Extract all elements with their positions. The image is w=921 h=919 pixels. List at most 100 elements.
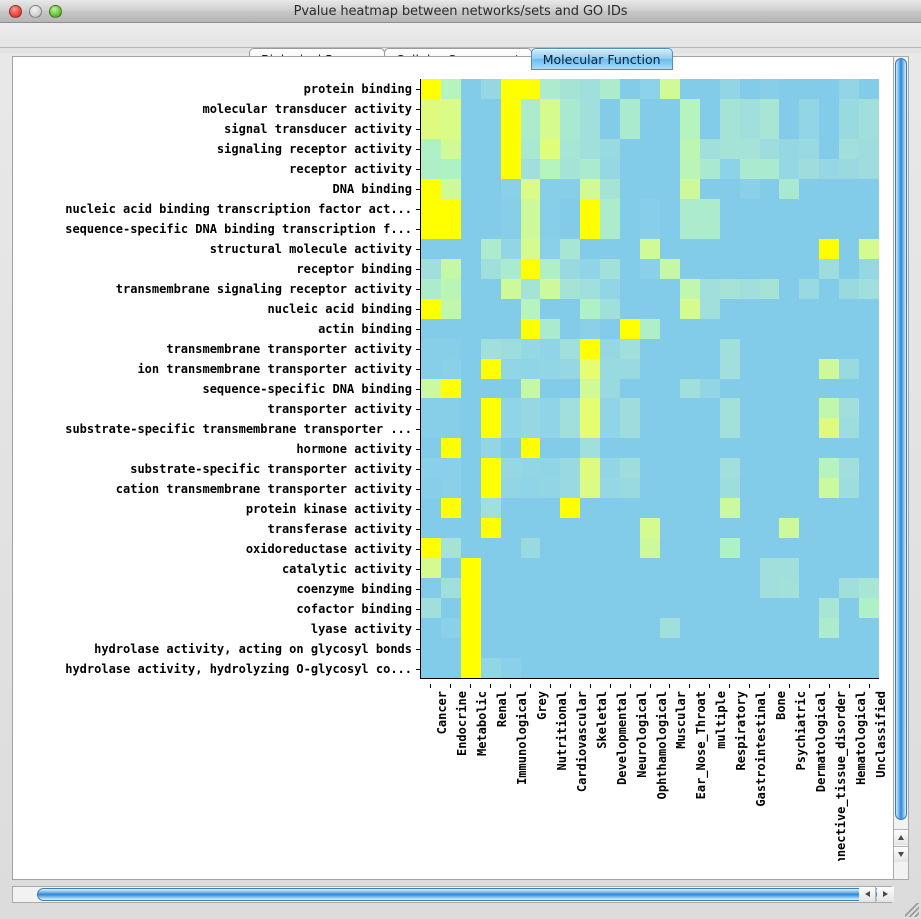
heatmap-cell[interactable]: [480, 118, 501, 139]
heatmap-cell[interactable]: [719, 438, 740, 459]
heatmap-cell[interactable]: [600, 498, 621, 519]
heatmap-cell[interactable]: [859, 158, 879, 179]
heatmap-cell[interactable]: [421, 418, 441, 439]
zoom-window-icon[interactable]: [49, 5, 62, 18]
heatmap-cell[interactable]: [620, 558, 641, 579]
heatmap-cell[interactable]: [779, 558, 800, 579]
heatmap-cell[interactable]: [739, 158, 760, 179]
heatmap-cell[interactable]: [500, 638, 521, 659]
heatmap-cell[interactable]: [421, 518, 441, 539]
heatmap-cell[interactable]: [659, 558, 680, 579]
heatmap-cell[interactable]: [421, 558, 441, 579]
heatmap-cell[interactable]: [600, 618, 621, 639]
heatmap-cell[interactable]: [520, 178, 541, 199]
heatmap-cell[interactable]: [799, 398, 820, 419]
heatmap-cell[interactable]: [659, 478, 680, 499]
heatmap-cell[interactable]: [719, 138, 740, 159]
heatmap-cell[interactable]: [859, 618, 879, 639]
heatmap-cell[interactable]: [440, 298, 461, 319]
heatmap-cell[interactable]: [520, 298, 541, 319]
heatmap-cell[interactable]: [739, 478, 760, 499]
heatmap-cell[interactable]: [600, 638, 621, 659]
heatmap-cell[interactable]: [739, 338, 760, 359]
heatmap-cell[interactable]: [759, 79, 780, 99]
heatmap-cell[interactable]: [480, 398, 501, 419]
heatmap-cell[interactable]: [719, 238, 740, 259]
heatmap-cell[interactable]: [460, 618, 481, 639]
heatmap-cell[interactable]: [620, 358, 641, 379]
heatmap-cell[interactable]: [819, 578, 840, 599]
heatmap-cell[interactable]: [699, 218, 720, 239]
heatmap-cell[interactable]: [699, 98, 720, 119]
heatmap-cell[interactable]: [699, 198, 720, 219]
heatmap-cell[interactable]: [779, 458, 800, 479]
heatmap-cell[interactable]: [520, 258, 541, 279]
heatmap-cell[interactable]: [839, 218, 860, 239]
heatmap-cell[interactable]: [819, 498, 840, 519]
heatmap-cell[interactable]: [560, 218, 581, 239]
heatmap-cell[interactable]: [719, 418, 740, 439]
heatmap-cell[interactable]: [480, 358, 501, 379]
heatmap-cell[interactable]: [739, 458, 760, 479]
heatmap-cell[interactable]: [640, 538, 660, 559]
scroll-left-button[interactable]: [859, 887, 876, 902]
heatmap-cell[interactable]: [440, 318, 461, 339]
heatmap-cell[interactable]: [520, 318, 541, 339]
heatmap-cell[interactable]: [421, 98, 441, 119]
heatmap-cell[interactable]: [859, 258, 879, 279]
heatmap-cell[interactable]: [679, 218, 700, 239]
heatmap-cell[interactable]: [500, 378, 521, 399]
heatmap-cell[interactable]: [600, 298, 621, 319]
heatmap-cell[interactable]: [500, 198, 521, 219]
heatmap-cell[interactable]: [580, 558, 601, 579]
heatmap-cell[interactable]: [421, 658, 441, 678]
heatmap-cell[interactable]: [421, 238, 441, 259]
heatmap-cell[interactable]: [759, 498, 780, 519]
heatmap-cell[interactable]: [699, 398, 720, 419]
heatmap-cell[interactable]: [739, 638, 760, 659]
heatmap-cell[interactable]: [799, 558, 820, 579]
heatmap-cell[interactable]: [859, 518, 879, 539]
heatmap-cell[interactable]: [779, 79, 800, 99]
heatmap-cell[interactable]: [440, 538, 461, 559]
heatmap-cell[interactable]: [679, 438, 700, 459]
heatmap-cell[interactable]: [640, 338, 660, 359]
heatmap-cell[interactable]: [819, 618, 840, 639]
heatmap-cell[interactable]: [480, 318, 501, 339]
heatmap-cell[interactable]: [659, 498, 680, 519]
heatmap-cell[interactable]: [719, 278, 740, 299]
heatmap-cell[interactable]: [620, 298, 641, 319]
heatmap-cell[interactable]: [739, 558, 760, 579]
heatmap-cell[interactable]: [600, 278, 621, 299]
heatmap-cell[interactable]: [421, 198, 441, 219]
heatmap-cell[interactable]: [520, 658, 541, 678]
heatmap-cell[interactable]: [540, 598, 561, 619]
heatmap-cell[interactable]: [520, 638, 541, 659]
heatmap-cell[interactable]: [580, 598, 601, 619]
heatmap-cell[interactable]: [659, 238, 680, 259]
heatmap-cell[interactable]: [819, 398, 840, 419]
heatmap-cell[interactable]: [799, 418, 820, 439]
heatmap-cell[interactable]: [440, 418, 461, 439]
heatmap-cell[interactable]: [819, 478, 840, 499]
heatmap-cell[interactable]: [659, 638, 680, 659]
heatmap-cell[interactable]: [640, 238, 660, 259]
heatmap-cell[interactable]: [739, 98, 760, 119]
heatmap-cell[interactable]: [480, 498, 501, 519]
heatmap-cell[interactable]: [759, 618, 780, 639]
tab-molecular-function[interactable]: Molecular Function: [530, 48, 673, 70]
heatmap-cell[interactable]: [500, 98, 521, 119]
heatmap-cell[interactable]: [540, 178, 561, 199]
heatmap-cell[interactable]: [839, 98, 860, 119]
heatmap-cell[interactable]: [620, 118, 641, 139]
heatmap-cell[interactable]: [679, 418, 700, 439]
heatmap-cell[interactable]: [580, 618, 601, 639]
heatmap-cell[interactable]: [640, 558, 660, 579]
heatmap-cell[interactable]: [799, 458, 820, 479]
heatmap-cell[interactable]: [580, 638, 601, 659]
heatmap-cell[interactable]: [620, 79, 641, 99]
heatmap-cell[interactable]: [839, 618, 860, 639]
heatmap-cell[interactable]: [620, 658, 641, 678]
heatmap-cell[interactable]: [600, 658, 621, 678]
heatmap-cell[interactable]: [659, 218, 680, 239]
